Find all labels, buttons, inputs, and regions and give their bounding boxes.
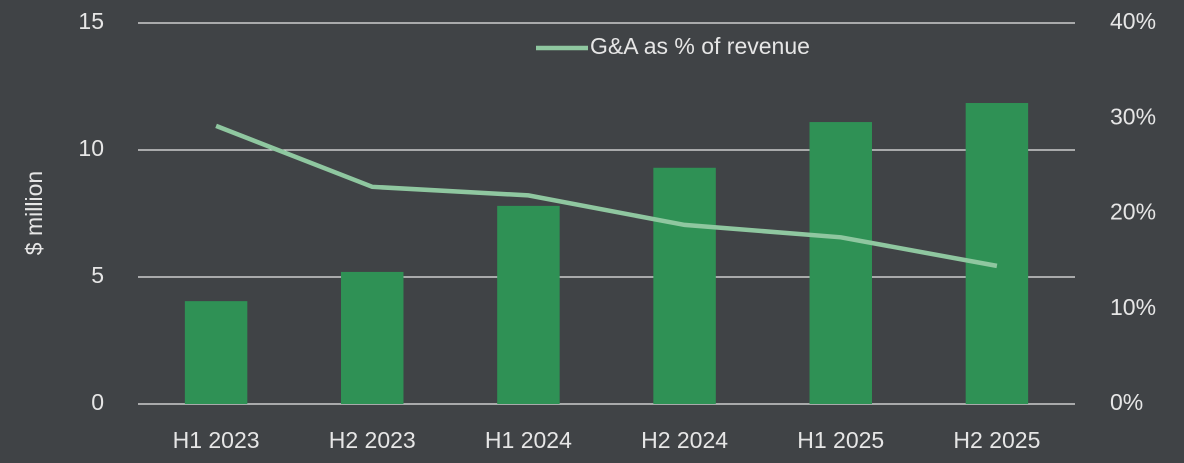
y-tick-label: 15: [78, 8, 104, 34]
bar: [653, 167, 716, 404]
y2-tick-label: 20%: [1110, 199, 1156, 225]
x-tick-label: H1 2023: [173, 427, 260, 453]
x-tick-label: H2 2023: [329, 427, 416, 453]
bar: [965, 103, 1029, 404]
x-tick-label: H1 2025: [797, 427, 884, 453]
bar: [809, 122, 872, 404]
y2-tick-label: 10%: [1110, 294, 1156, 320]
y-tick-label: 0: [91, 389, 104, 415]
line: [215, 123, 998, 269]
y2-tick-label: 30%: [1110, 103, 1156, 129]
x-tick-label: H2 2024: [641, 427, 728, 453]
x-tick-label: H1 2024: [485, 427, 572, 453]
bar: [497, 205, 560, 404]
legend-label: G&A as % of revenue: [590, 33, 810, 59]
bar: [184, 301, 248, 404]
bar: [341, 271, 404, 404]
y-tick-label: 5: [91, 262, 104, 288]
y-axis-label: $ million: [21, 171, 47, 255]
y2-tick-label: 0%: [1110, 389, 1143, 415]
y-tick-label: 10: [78, 135, 104, 161]
x-tick-label: H2 2025: [953, 427, 1040, 453]
y2-tick-label: 40%: [1110, 8, 1156, 34]
